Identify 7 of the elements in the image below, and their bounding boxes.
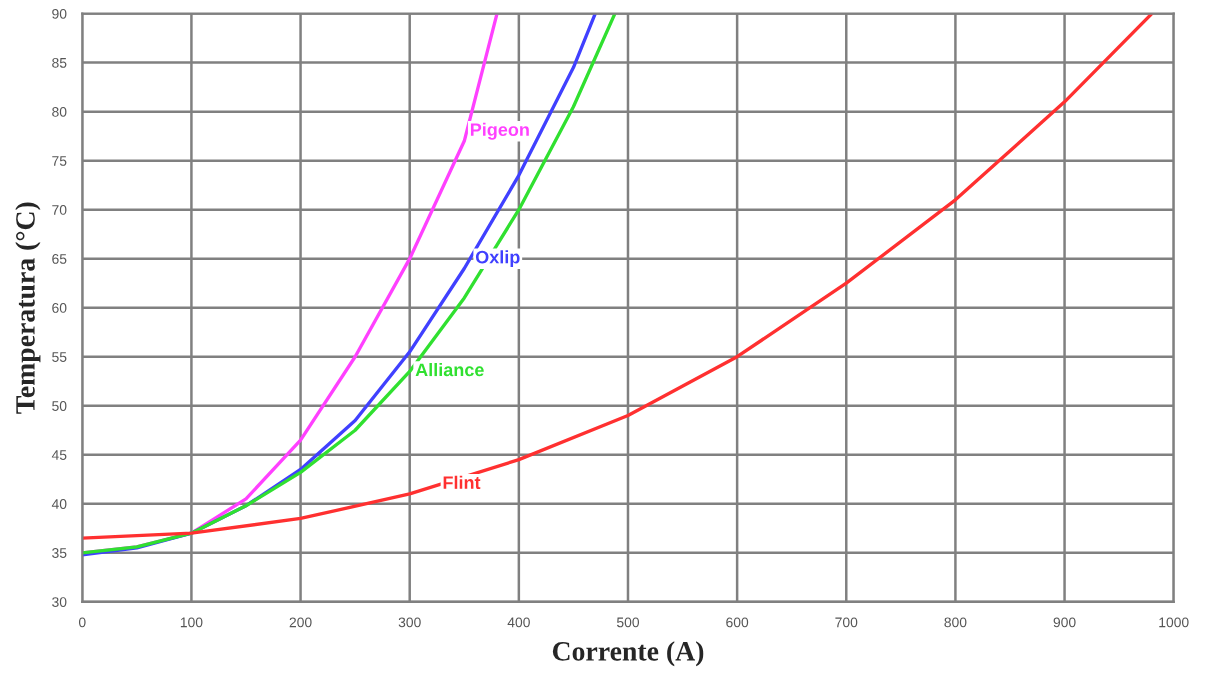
annotation: Pigeon [470,122,529,140]
x-axis-title: Corrente (A) [552,641,704,667]
annotation: Alliance [415,363,484,377]
line-series [82,13,1154,540]
annotation: Oxlip [475,250,520,268]
annotation: Flint [443,475,481,489]
y-axis-title: Temperatura (°C) [15,202,41,414]
